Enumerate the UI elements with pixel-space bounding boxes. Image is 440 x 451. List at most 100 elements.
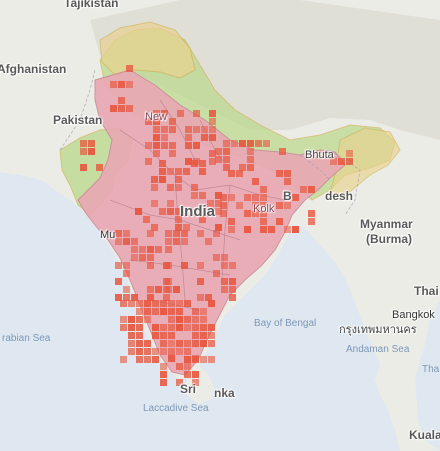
occurrence-cell: [152, 348, 159, 355]
occurrence-cell: [209, 158, 216, 165]
occurrence-cell: [260, 186, 267, 193]
occurrence-cell: [200, 308, 207, 315]
occurrence-cell: [159, 168, 166, 175]
range-region-northeast: [329, 127, 401, 201]
occurrence-cell: [126, 65, 133, 72]
label-myanmar: Myanmar: [360, 217, 413, 231]
occurrence-cell: [160, 308, 167, 315]
occurrence-cell: [160, 371, 167, 378]
occurrence-cell: [153, 150, 160, 157]
occurrence-cell: [260, 218, 267, 225]
occurrence-cell: [193, 142, 200, 149]
occurrence-cell: [175, 208, 182, 215]
occurrence-cell: [160, 363, 167, 370]
occurrence-cell: [193, 110, 200, 117]
occurrence-cell: [185, 126, 192, 133]
occurrence-cell: [244, 194, 251, 201]
occurrence-cell: [215, 148, 222, 155]
occurrence-cell: [153, 110, 160, 117]
occurrence-cell: [183, 168, 190, 175]
country-borders: [59, 69, 361, 216]
label-bangladesh-prefix: B: [283, 189, 292, 203]
occurrence-cell: [152, 324, 159, 331]
occurrence-cell: [160, 340, 167, 347]
label-bangladesh: desh: [325, 189, 354, 203]
occurrence-cell: [128, 332, 135, 339]
occurrence-cell: [126, 81, 133, 88]
occurrence-cell: [205, 294, 212, 301]
occurrence-cell: [167, 168, 174, 175]
occurrence-cell: [160, 379, 167, 386]
occurrence-cell: [176, 363, 183, 370]
occurrence-cell: [276, 218, 283, 225]
occurrence-cell: [168, 340, 175, 347]
occurrence-cell: [308, 210, 315, 217]
occurrence-cell: [208, 300, 215, 307]
occurrence-cell: [192, 371, 199, 378]
occurrence-cell: [200, 332, 207, 339]
occurrence-cell: [191, 184, 198, 191]
occurrence-cell: [144, 316, 151, 323]
occurrence-cell: [279, 148, 286, 155]
label-burma: (Burma): [366, 232, 413, 246]
occurrence-cell: [215, 156, 222, 163]
occurrence-cell: [176, 379, 183, 386]
occurrence-cell: [144, 300, 151, 307]
occurrence-cell: [231, 140, 238, 147]
occurrence-cell: [181, 230, 188, 237]
occurrence-cell: [173, 230, 180, 237]
occurrence-cell: [244, 226, 251, 233]
occurrence-cell: [184, 363, 191, 370]
occurrence-cell: [184, 316, 191, 323]
occurrence-cell: [252, 202, 259, 209]
occurrence-cell: [165, 278, 172, 285]
occurrence-cell: [308, 218, 315, 225]
occurrence-cell: [247, 140, 254, 147]
occurrence-cell: [160, 324, 167, 331]
occurrence-cell: [192, 379, 199, 386]
occurrence-cell: [276, 170, 283, 177]
occurrence-cell: [155, 286, 162, 293]
occurrence-cell: [207, 200, 214, 207]
occurrence-cell: [139, 254, 146, 261]
label-bangkok: Bangkok: [392, 309, 435, 321]
occurrence-cell: [284, 170, 291, 177]
occurrence-cell: [173, 286, 180, 293]
occurrence-cell: [136, 332, 143, 339]
occurrence-cell: [184, 356, 191, 363]
occurrence-cell: [151, 184, 158, 191]
occurrence-cell: [173, 238, 180, 245]
occurrence-cell: [220, 202, 227, 209]
occurrence-cell: [200, 356, 207, 363]
occurrence-cell: [346, 150, 353, 157]
occurrence-cell: [247, 148, 254, 155]
occurrence-cell: [284, 226, 291, 233]
occurrence-cell: [252, 178, 259, 185]
label-tha: Tha: [422, 364, 440, 375]
occurrence-cell: [168, 348, 175, 355]
occurrence-cell: [131, 238, 138, 245]
occurrence-cell: [147, 262, 154, 269]
occurrence-cell: [153, 126, 160, 133]
label-bangkok-thai: กรุงเทพมหานคร: [339, 324, 417, 336]
occurrence-cell: [176, 324, 183, 331]
occurrence-cell: [209, 118, 216, 125]
occurrence-cell: [159, 176, 166, 183]
occurrence-cell: [177, 110, 184, 117]
occurrence-cell: [213, 254, 220, 261]
occurrence-cell: [215, 192, 222, 199]
label-bay-of-bengal: Bay of Bengal: [254, 318, 317, 329]
occurrence-cell: [161, 110, 168, 117]
occurrence-cell: [169, 126, 176, 133]
occurrence-cell: [169, 142, 176, 149]
occurrence-cell: [229, 286, 236, 293]
occurrence-cell: [151, 200, 158, 207]
label-sri-lanka-b: nka: [214, 386, 235, 400]
occurrence-cell: [131, 294, 138, 301]
occurrence-cell: [155, 246, 162, 253]
occurrence-cell: [200, 324, 207, 331]
occurrence-cell: [260, 194, 267, 201]
occurrence-cell: [168, 308, 175, 315]
occurrence-cell: [147, 294, 154, 301]
